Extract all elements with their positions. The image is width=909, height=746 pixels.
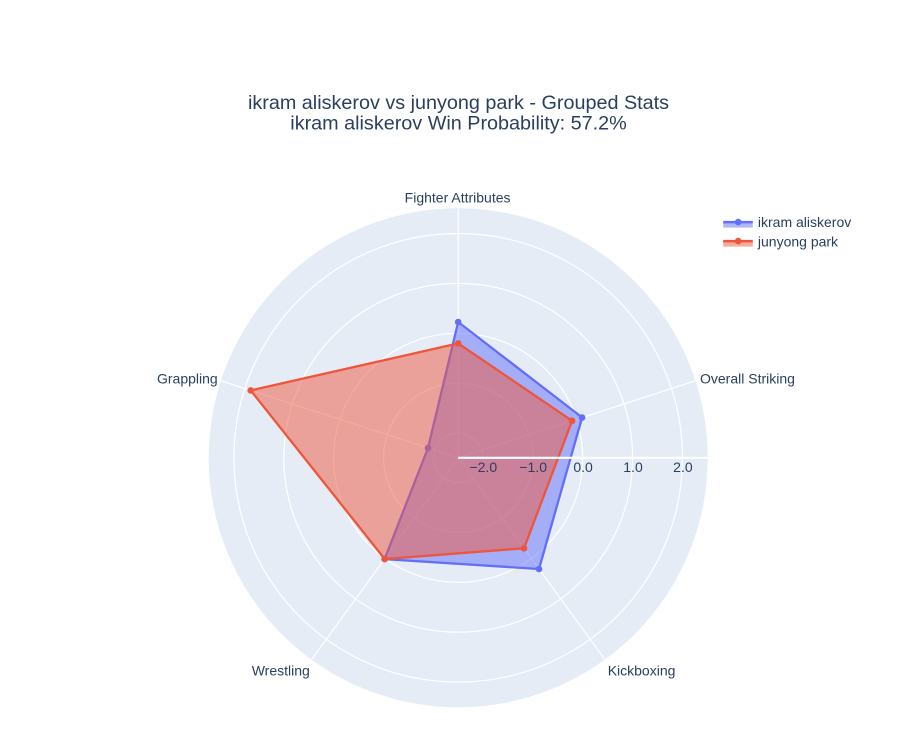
svg-text:junyong park: junyong park <box>757 233 839 249</box>
svg-text:Kickboxing: Kickboxing <box>608 663 676 679</box>
svg-text:2.0: 2.0 <box>673 459 693 475</box>
svg-text:Grappling: Grappling <box>157 371 218 387</box>
svg-text:−1.0: −1.0 <box>519 459 547 475</box>
svg-text:ikram aliskerov: ikram aliskerov <box>758 214 851 230</box>
svg-text:Fighter Attributes: Fighter Attributes <box>405 190 511 206</box>
svg-text:ikram aliskerov Win Probabilit: ikram aliskerov Win Probability: 57.2% <box>290 112 626 134</box>
svg-text:1.0: 1.0 <box>623 459 643 475</box>
svg-text:Wrestling: Wrestling <box>252 662 310 678</box>
svg-text:0.0: 0.0 <box>573 459 593 475</box>
svg-text:−2.0: −2.0 <box>469 459 497 475</box>
svg-text:Overall Striking: Overall Striking <box>700 371 795 387</box>
svg-text:ikram aliskerov vs junyong par: ikram aliskerov vs junyong park - Groupe… <box>248 92 669 114</box>
